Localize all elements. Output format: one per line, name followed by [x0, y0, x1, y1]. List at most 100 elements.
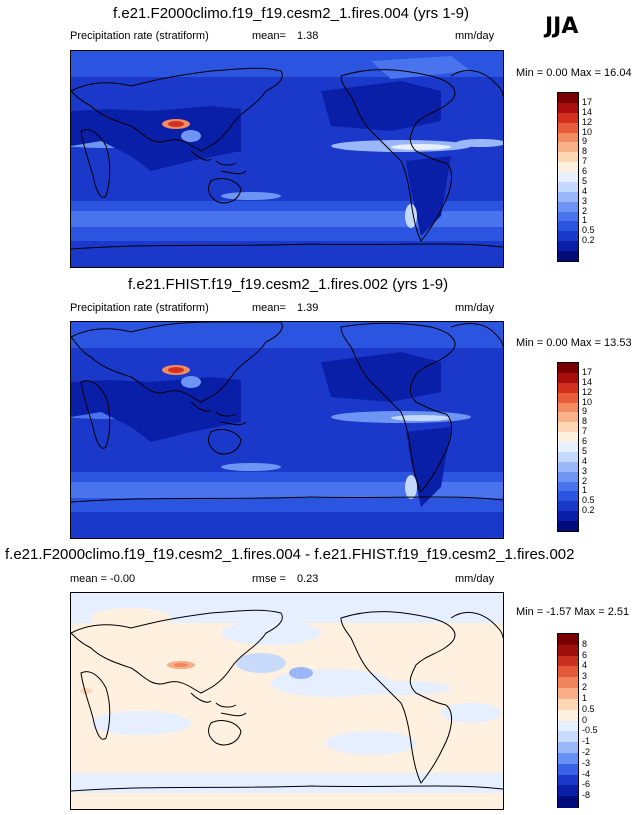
colorbar-segment	[558, 432, 578, 443]
colorbar-segment	[558, 471, 578, 483]
colorbar-label: 5	[582, 175, 588, 186]
mean-value: 1.39	[297, 302, 319, 314]
colorbar-segment	[558, 666, 578, 678]
precip-map	[70, 321, 504, 539]
colorbar-segment	[558, 152, 578, 163]
map-field	[71, 322, 503, 538]
colorbar-segment	[558, 709, 578, 721]
colorbar-segment	[558, 774, 578, 786]
colorbar-label: -8	[582, 790, 591, 801]
colorbar-segment	[558, 191, 578, 203]
colorbar-label: 0.5	[582, 495, 595, 506]
mean-label: mean=	[252, 30, 286, 42]
colorbar-label: 8	[582, 146, 588, 157]
colorbar-label: 0	[582, 714, 588, 725]
units-label: mm/day	[455, 30, 495, 42]
colorbar-segment	[558, 677, 578, 689]
colorbar-label: 0.2	[582, 505, 595, 516]
colorbar-segment	[558, 731, 578, 743]
colorbar-segment	[558, 93, 578, 104]
season-label: JJA	[545, 14, 579, 39]
colorbar-label: 7	[582, 156, 588, 167]
colorbar-segment	[558, 442, 578, 453]
colorbar-segment	[558, 644, 578, 657]
colorbar-label: 4	[582, 185, 588, 196]
colorbar-label: 6	[582, 649, 588, 660]
difference-map	[70, 592, 504, 810]
variable-label: Precipitation rate (stratiform)	[70, 302, 209, 314]
rmse-value: 0.23	[297, 573, 319, 585]
colorbar: 17 14 12 10 9 8 7 6 5 4 3 2 1 0.5 0.2	[557, 92, 595, 262]
colorbar-label: 14	[582, 376, 593, 387]
colorbar-segment	[558, 422, 578, 433]
colorbar-label: 2	[582, 475, 588, 486]
colorbar-label: 0.2	[582, 235, 595, 246]
colorbar-label: 4	[582, 660, 588, 671]
colorbar-segment	[558, 251, 578, 262]
colorbar-segment	[558, 231, 578, 242]
colorbar-label: -6	[582, 779, 591, 790]
colorbar-segment	[558, 241, 578, 252]
colorbar-segment	[558, 181, 578, 193]
colorbar-label: 3	[582, 195, 588, 206]
colorbar-label: 0.5	[582, 703, 595, 714]
colorbar-label: 1	[582, 485, 588, 496]
colorbar-segment	[558, 402, 578, 413]
colorbar-segment	[558, 382, 578, 394]
colorbar-label: 3	[582, 671, 588, 682]
colorbar-label: -3	[582, 757, 591, 768]
colorbar-segment	[558, 763, 578, 776]
colorbar-label: -2	[582, 746, 591, 757]
colorbar-segment	[558, 172, 578, 183]
colorbar-label: 8	[582, 416, 588, 427]
colorbar-label: 12	[582, 386, 593, 397]
colorbar-segment	[558, 521, 578, 532]
rmse-label: rmse =	[252, 573, 286, 585]
colorbar-segment	[558, 451, 578, 463]
colorbar-segment	[558, 142, 578, 153]
units-label: mm/day	[455, 573, 495, 585]
colorbar-segment	[558, 785, 578, 797]
colorbar-segment	[558, 655, 578, 667]
colorbar-label: 4	[582, 455, 588, 466]
colorbar-segment	[558, 363, 578, 374]
colorbar-segment	[558, 491, 578, 502]
minmax-label: Min = 0.00 Max = 16.04	[516, 67, 632, 79]
variable-label: Precipitation rate (stratiform)	[70, 30, 209, 42]
colorbar-label: 1	[582, 692, 588, 703]
colorbar-segment	[558, 481, 578, 492]
precip-map	[70, 50, 504, 268]
map-field	[71, 593, 503, 809]
map-field	[71, 51, 503, 267]
panel-title: f.e21.F2000climo.f19_f19.cesm2_1.fires.0…	[5, 546, 575, 563]
colorbar-label: 6	[582, 436, 588, 447]
colorbar-label: 10	[582, 396, 593, 407]
colorbar-segment	[558, 742, 578, 754]
colorbar-label: 1	[582, 215, 588, 226]
colorbar-segment	[558, 132, 578, 143]
colorbar-label: 7	[582, 426, 588, 437]
colorbar-label: 3	[582, 465, 588, 476]
colorbar-segment	[558, 698, 578, 711]
colorbar-segment	[558, 221, 578, 232]
colorbar-label: 2	[582, 682, 588, 693]
panel-title: f.e21.F2000climo.f19_f19.cesm2_1.fires.0…	[113, 5, 470, 22]
colorbar-label: 14	[582, 106, 593, 117]
colorbar-label: 10	[582, 126, 593, 137]
colorbar-segment	[558, 752, 578, 765]
colorbar-segment	[558, 392, 578, 404]
colorbar-segment	[558, 511, 578, 522]
colorbar-segment	[558, 412, 578, 423]
colorbar-segment	[558, 102, 578, 114]
colorbar-segment	[558, 211, 578, 222]
colorbar-segment	[558, 796, 578, 808]
colorbar-label: 8	[582, 638, 588, 649]
colorbar-label: 17	[582, 96, 593, 107]
panel-title: f.e21.FHIST.f19_f19.cesm2_1.fires.002 (y…	[128, 276, 449, 293]
minmax-label: Min = 0.00 Max = 13.53	[516, 337, 632, 349]
colorbar-segment	[558, 688, 578, 700]
colorbar-segment	[558, 162, 578, 173]
minmax-label: Min = -1.57 Max = 2.51	[516, 606, 630, 618]
colorbar-label: 9	[582, 406, 588, 417]
colorbar-segment	[558, 720, 578, 732]
